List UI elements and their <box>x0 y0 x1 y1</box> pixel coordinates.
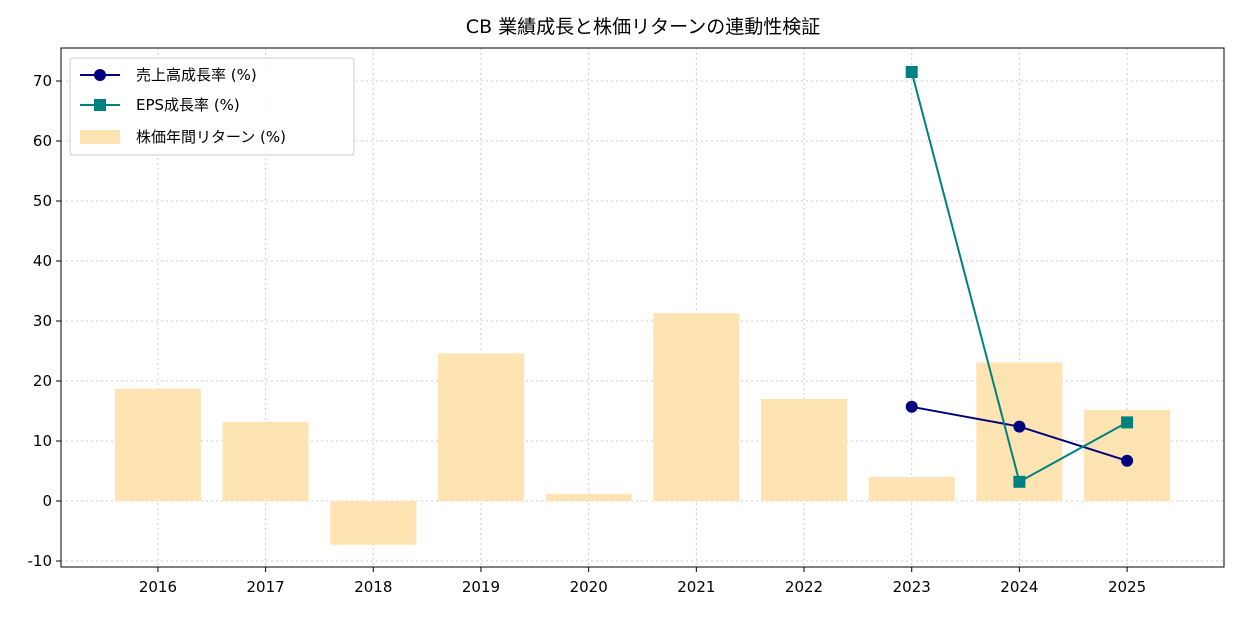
legend-label: 株価年間リターン (%) <box>136 128 286 146</box>
x-tick-label: 2021 <box>677 578 715 596</box>
bar-stock-return <box>545 493 632 501</box>
data-point-circle <box>1013 420 1026 433</box>
legend-label: EPS成長率 (%) <box>136 96 240 114</box>
y-tick-label: 50 <box>33 192 52 210</box>
legend-box <box>69 57 355 156</box>
bar-stock-return <box>222 421 309 501</box>
x-tick-label: 2017 <box>247 578 285 596</box>
x-tick-label: 2019 <box>462 578 500 596</box>
legend-label: 売上高成長率 (%) <box>136 66 257 84</box>
y-tick-label: 70 <box>33 72 52 90</box>
y-tick-label: 40 <box>33 252 52 270</box>
legend-swatch-bar <box>80 130 120 144</box>
y-tick-label: 60 <box>33 132 52 150</box>
chart-title: CB 業績成長と株価リターンの連動性検証 <box>466 16 820 38</box>
x-tick-label: 2025 <box>1108 578 1146 596</box>
y-tick-label: 30 <box>33 312 52 330</box>
x-tick-label: 2020 <box>570 578 608 596</box>
bar-stock-return <box>653 313 740 501</box>
bar-stock-return <box>868 477 955 501</box>
y-tick-label: 0 <box>42 492 52 510</box>
data-point-circle <box>905 400 918 413</box>
bar-stock-return <box>437 353 525 501</box>
data-point-square <box>1013 475 1026 488</box>
plot-area: -10 0 10 20 30 40 50 60 70 2016 2017 2018 2019 2020 20… <box>28 47 1225 596</box>
legend-marker-circle <box>94 69 106 81</box>
y-tick-label: -10 <box>28 552 53 570</box>
x-tick-label: 2018 <box>354 578 392 596</box>
y-tick-label: 20 <box>33 372 52 390</box>
x-tick-label: 2023 <box>893 578 931 596</box>
axes-frame <box>60 47 1225 568</box>
bar-stock-return <box>760 399 848 501</box>
bar-stock-return <box>330 501 417 545</box>
y-tick-label: 10 <box>33 432 52 450</box>
data-point-circle <box>1121 454 1134 467</box>
x-tick-label: 2022 <box>785 578 823 596</box>
x-tick-label: 2024 <box>1000 578 1038 596</box>
legend-marker-square <box>94 99 106 111</box>
data-point-square <box>1121 416 1134 429</box>
x-tick-label: 2016 <box>139 578 177 596</box>
bar-stock-return <box>114 388 201 501</box>
data-point-square <box>905 66 918 78</box>
